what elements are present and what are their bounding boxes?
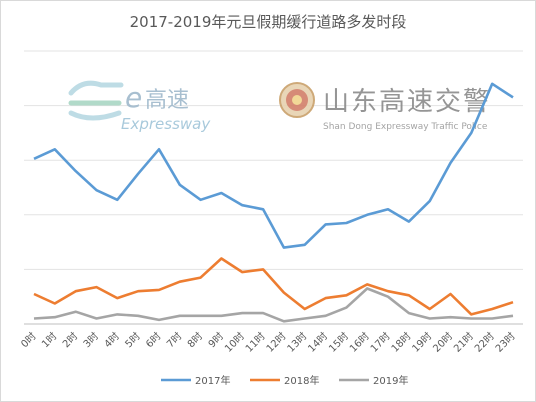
chart-title: 2017-2019年元旦假期缓行道路多发时段 (130, 13, 407, 31)
legend-label-1: 2017年 (195, 374, 230, 387)
legend-label-2: 2018年 (284, 374, 319, 387)
x-tick-label: 19时 (410, 330, 435, 355)
x-tick-label: 5时 (123, 330, 143, 350)
series-layer (33, 82, 514, 323)
series-line-3 (33, 287, 514, 323)
x-tick-label: 20时 (431, 330, 456, 355)
x-tick-label: 4时 (102, 330, 122, 350)
x-tick-label: 12时 (264, 330, 289, 355)
series-line-1 (33, 82, 514, 249)
police-emblem-icon (279, 82, 315, 118)
gridlines (24, 50, 523, 325)
legend-label-3: 2019年 (373, 374, 408, 387)
x-tick-label: 18时 (389, 330, 414, 355)
x-tick-label: 7时 (164, 330, 184, 350)
logo-cn-text: 高速 (145, 88, 189, 113)
x-tick-label: 21时 (451, 330, 476, 355)
police-cn-text: 山东高速交警 (323, 87, 491, 117)
x-tick-label: 8时 (185, 330, 205, 350)
x-tick-label: 16时 (347, 330, 372, 355)
x-tick-label: 17时 (368, 330, 393, 355)
x-tick-label: 3时 (81, 330, 101, 350)
legend: 2017年 2018年 2019年 (161, 374, 408, 387)
x-tick-label: 13时 (285, 330, 310, 355)
logo-e: e (125, 81, 142, 114)
series-line-2 (33, 257, 514, 316)
x-tick-label: 23时 (493, 330, 518, 355)
watermark: e 高速 Expressway 山东高速交警 Shan Dong Express… (68, 80, 491, 133)
x-tick-label: 6时 (144, 330, 164, 350)
police-en-text: Shan Dong Expressway Traffic Police (323, 122, 488, 132)
x-axis-ticks: 0时 1时 2时 3时 4时 5时 6时 7时 8时 9时10时11时12时13时14时15时16… (19, 330, 518, 355)
x-tick-label: 2时 (60, 330, 80, 350)
x-tick-label: 11时 (243, 330, 268, 355)
logo-stripe (68, 110, 122, 121)
logo-en-text: Expressway (121, 115, 211, 133)
x-tick-label: 22时 (472, 330, 497, 355)
x-tick-label: 10时 (222, 330, 247, 355)
x-tick-label: 1时 (39, 330, 59, 350)
x-tick-label: 0时 (19, 330, 39, 350)
logo-stripe (68, 80, 124, 96)
x-tick-label: 14时 (306, 330, 331, 355)
x-tick-label: 15时 (326, 330, 351, 355)
expressway-logo: e 高速 Expressway (68, 80, 211, 133)
